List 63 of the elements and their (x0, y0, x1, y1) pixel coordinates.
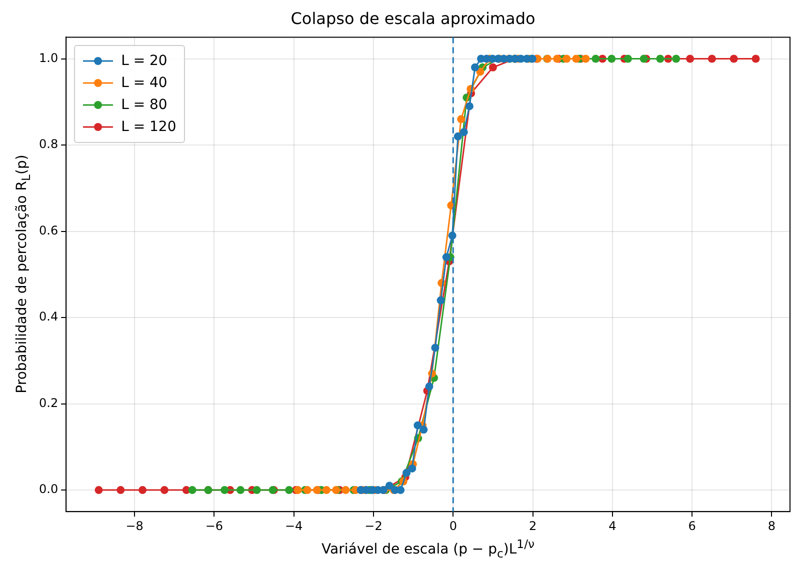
point (94, 486, 103, 494)
x-tick-label: −4 (285, 518, 303, 533)
x-tick-label: −2 (364, 518, 382, 533)
point (252, 486, 261, 494)
point (608, 54, 616, 63)
point (414, 421, 422, 430)
point (425, 382, 434, 391)
point (465, 102, 474, 110)
x-tick-label: 0 (449, 518, 457, 533)
point (431, 344, 440, 352)
point (342, 486, 350, 494)
point (488, 63, 497, 72)
x-axis-title: Variável de escala (p − p$_{c}$)L$^{1/ν}$ (320, 537, 536, 560)
point (420, 426, 428, 434)
x-tick-label: 6 (688, 518, 696, 533)
point (188, 486, 196, 494)
point (436, 296, 445, 304)
point (582, 54, 590, 63)
point (686, 54, 694, 63)
y-tick-label: 1.0 (38, 50, 58, 65)
point (592, 54, 600, 63)
point (640, 54, 648, 63)
point (116, 486, 125, 494)
point (322, 486, 331, 494)
x-tick-label: 2 (528, 518, 537, 533)
point (730, 54, 738, 63)
x-tick-label: −6 (205, 518, 224, 533)
point (160, 486, 168, 494)
point (454, 132, 462, 140)
point (562, 54, 571, 63)
point (656, 54, 664, 63)
point (385, 482, 394, 490)
point (708, 54, 716, 63)
point (476, 68, 484, 76)
y-tick-label: 0.6 (38, 223, 58, 238)
x-tick-label: 8 (768, 518, 776, 533)
legend-label: L = 40 (121, 75, 168, 92)
point (624, 54, 632, 63)
point (752, 54, 760, 63)
point (471, 63, 480, 72)
point (396, 486, 405, 494)
point (138, 486, 147, 494)
y-tick-label: 0.0 (38, 482, 58, 496)
point (402, 468, 411, 477)
x-tick-label: 4 (608, 518, 616, 533)
point (572, 54, 580, 63)
legend-label: L = 20 (121, 53, 168, 70)
point (220, 486, 229, 494)
point (285, 486, 294, 494)
point (442, 253, 450, 262)
point (460, 128, 468, 136)
legend-label: L = 80 (121, 97, 168, 114)
y-tick-label: 0.2 (38, 396, 58, 410)
chart-title: Colapso de escala aproximado (290, 8, 536, 28)
point (236, 486, 244, 494)
point (303, 486, 312, 494)
legend-label: L = 120 (121, 119, 176, 136)
point (457, 115, 466, 124)
point (672, 54, 680, 63)
y-tick-label: 0.4 (38, 310, 58, 324)
point (408, 464, 416, 472)
x-tick-label: −8 (126, 518, 144, 533)
y-tick-label: 0.8 (38, 137, 58, 152)
